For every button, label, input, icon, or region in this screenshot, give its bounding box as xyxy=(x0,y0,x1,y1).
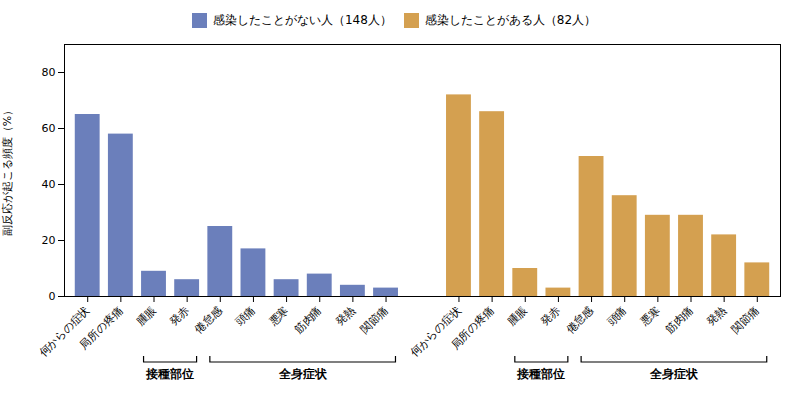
svg-text:悪寒: 悪寒 xyxy=(266,304,291,329)
svg-text:頭痛: 頭痛 xyxy=(605,304,630,329)
svg-text:80: 80 xyxy=(42,66,56,79)
svg-text:発熱: 発熱 xyxy=(333,304,358,329)
svg-text:倦怠感: 倦怠感 xyxy=(564,304,597,337)
svg-text:20: 20 xyxy=(42,234,56,247)
svg-text:筋肉痛: 筋肉痛 xyxy=(292,304,325,337)
svg-text:腫脹: 腫脹 xyxy=(134,304,159,329)
svg-text:60: 60 xyxy=(42,122,56,135)
svg-text:0: 0 xyxy=(49,290,56,303)
svg-text:関節痛: 関節痛 xyxy=(729,304,762,337)
svg-text:筋肉痛: 筋肉痛 xyxy=(663,304,696,337)
svg-text:悪寒: 悪寒 xyxy=(637,304,662,329)
svg-text:発赤: 発赤 xyxy=(167,304,192,329)
html-text:感染したことがある人（82人）: 感染したことがある人（82人） xyxy=(424,13,597,27)
svg-text:副反応が起こる頻度（%）: 副反応が起こる頻度（%） xyxy=(1,105,14,236)
svg-text:接種部位: 接種部位 xyxy=(145,367,194,381)
svg-text:頭痛: 頭痛 xyxy=(233,304,258,329)
svg-text:何からの症状: 何からの症状 xyxy=(408,304,464,360)
html-text:感染したことがない人（148人）: 感染したことがない人（148人） xyxy=(212,13,392,27)
svg-text:40: 40 xyxy=(42,178,56,191)
svg-text:発熱: 発熱 xyxy=(704,304,729,329)
svg-text:全身症状: 全身症状 xyxy=(649,367,699,381)
svg-text:接種部位: 接種部位 xyxy=(516,367,565,381)
svg-text:全身症状: 全身症状 xyxy=(278,367,328,381)
svg-text:何からの症状: 何からの症状 xyxy=(36,304,92,360)
svg-text:関節痛: 関節痛 xyxy=(358,304,391,337)
svg-text:局所の疼痛: 局所の疼痛 xyxy=(449,304,497,352)
svg-text:倦怠感: 倦怠感 xyxy=(192,304,225,337)
svg-text:腫脹: 腫脹 xyxy=(505,304,530,329)
svg-text:発赤: 発赤 xyxy=(538,304,563,329)
svg-text:局所の疼痛: 局所の疼痛 xyxy=(77,304,125,352)
